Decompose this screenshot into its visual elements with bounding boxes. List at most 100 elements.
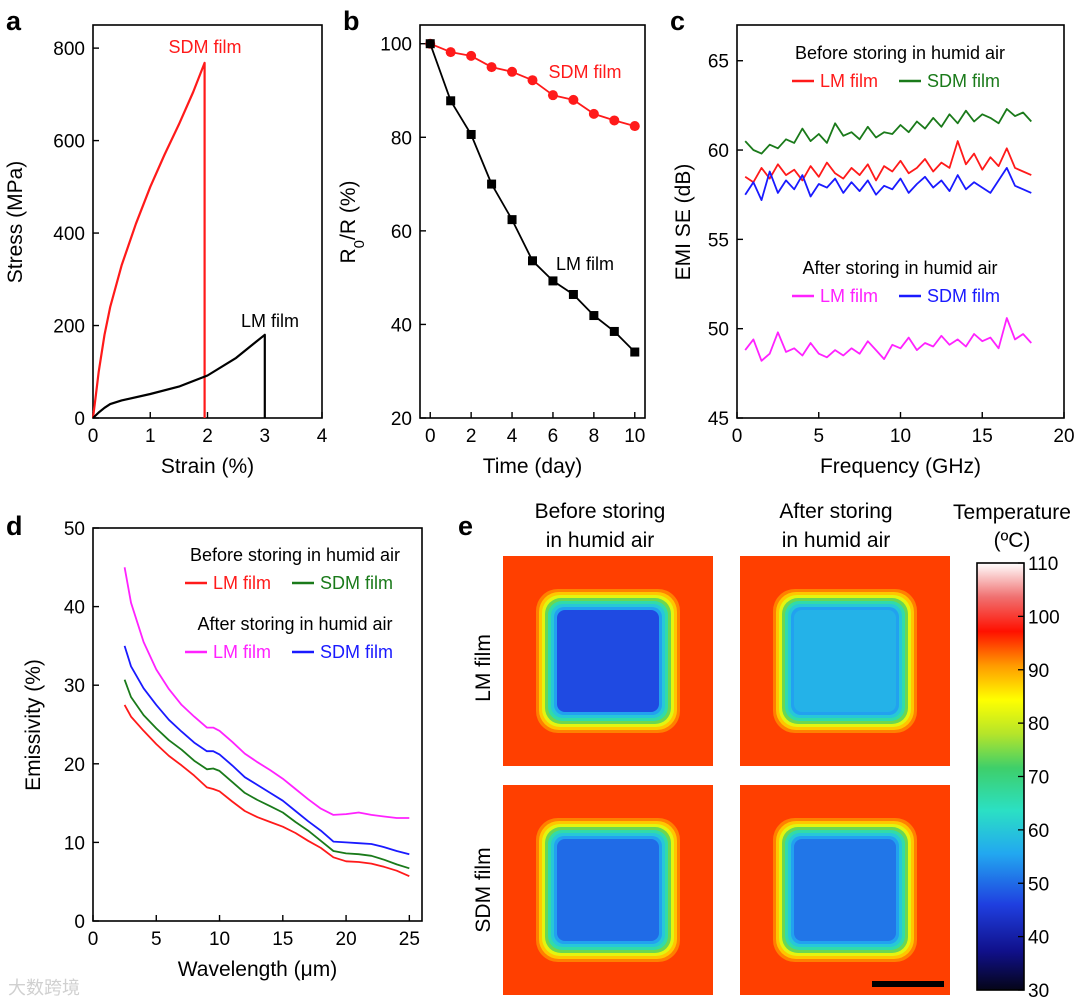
colorbar-title: Temperature [953, 501, 1071, 524]
series-line [744, 166, 1032, 202]
panel-b: 0 2 4 6 8 10 20 40 60 80 100 Time (day) R0/R (%) SDM … [337, 24, 646, 478]
y-tick-label: 30 [64, 676, 85, 697]
panel-label-b: b [343, 6, 360, 36]
thermal-region [794, 839, 896, 941]
legend-label: LM film [213, 573, 271, 593]
data-point [589, 311, 599, 321]
series-line [123, 567, 410, 819]
legend-label: SDM film [927, 71, 1000, 91]
series-line [744, 140, 1032, 184]
colorbar-tick-label: 90 [1028, 661, 1049, 682]
y-tick-label: 50 [708, 320, 729, 341]
y-tick-label: 200 [53, 317, 85, 338]
y-tick-label: 45 [708, 409, 729, 430]
plot-frame [92, 24, 323, 419]
series-line [123, 645, 410, 856]
y-tick-label: 20 [391, 409, 412, 430]
x-tick-label: 25 [399, 929, 420, 950]
row-label: LM film [472, 634, 495, 702]
colorbar-tick-label: 70 [1028, 768, 1049, 789]
x-axis-label: Time (day) [483, 455, 583, 478]
panel-d: 0 5 10 15 20 25 0 10 20 30 40 50 Wavelength (μm) Emis… [22, 519, 423, 981]
x-tick-label: 0 [88, 929, 99, 950]
data-point [609, 115, 620, 126]
data-point [466, 129, 476, 139]
legend-label: LM film [820, 286, 878, 306]
x-tick-label: 4 [317, 426, 328, 447]
y-axis-label: Stress (MPa) [4, 161, 27, 284]
y-tick-label: 800 [53, 39, 85, 60]
panel-label-c: c [670, 6, 685, 36]
x-tick-label: 10 [890, 426, 911, 447]
legend-label: SDM film [927, 286, 1000, 306]
x-tick-label: 15 [272, 929, 293, 950]
data-point [548, 276, 558, 286]
legend-title: Before storing in humid air [190, 545, 400, 565]
y-tick-label: 40 [391, 315, 412, 336]
x-axis-label: Strain (%) [161, 455, 254, 478]
data-point [487, 179, 497, 189]
series-label: SDM film [169, 37, 242, 57]
series-line [123, 679, 410, 870]
data-point [466, 50, 477, 61]
y-axis-label: Emissivity (%) [22, 659, 45, 791]
thermal-images-layer: Before storing in humid air After storing i… [472, 500, 1071, 1002]
plot-frame [92, 527, 423, 922]
y-tick-label: 400 [53, 224, 85, 245]
series-label: LM film [556, 254, 614, 274]
x-tick-label: 20 [1053, 426, 1074, 447]
legend-label: SDM film [320, 642, 393, 662]
data-point [547, 90, 558, 101]
legend-title: Before storing in humid air [795, 43, 1005, 63]
column-title: in humid air [546, 529, 655, 552]
x-axis-label: Wavelength (μm) [178, 958, 338, 981]
colorbar-tick-label: 110 [1028, 554, 1058, 575]
legend-label: LM film [820, 71, 878, 91]
y-tick-label: 0 [74, 409, 85, 430]
series-label: SDM film [549, 62, 622, 82]
x-tick-label: 0 [732, 426, 743, 447]
data-point [629, 121, 640, 132]
panel-label-d: d [6, 511, 23, 541]
panel-e: Before storing in humid air After storing i… [472, 500, 1071, 1002]
series-label: LM film [241, 311, 299, 331]
legend-label: LM film [213, 642, 271, 662]
y-tick-label: 65 [708, 52, 729, 73]
scale-bar [872, 981, 944, 987]
colorbar-tick-label: 40 [1028, 928, 1049, 949]
y-tick-label: 100 [380, 35, 412, 56]
data-point [445, 47, 456, 58]
series-line [744, 108, 1032, 155]
data-point [527, 75, 538, 86]
y-tick-label: 60 [708, 141, 729, 162]
data-point [507, 66, 518, 77]
colorbar [976, 562, 1025, 991]
x-tick-label: 20 [336, 929, 357, 950]
series-line [92, 333, 266, 419]
thermal-region [557, 839, 659, 941]
column-title: Before storing [535, 500, 666, 523]
colorbar-title: (ºC) [994, 529, 1031, 552]
legend-title: After storing in humid air [802, 258, 997, 278]
column-title: After storing [779, 500, 892, 523]
x-tick-label: 1 [145, 426, 156, 447]
data-point [609, 326, 619, 336]
legend-label: SDM film [320, 573, 393, 593]
x-tick-label: 5 [813, 426, 824, 447]
x-tick-label: 2 [466, 426, 477, 447]
data-point [568, 94, 579, 105]
y-tick-label: 10 [64, 833, 85, 854]
x-tick-label: 0 [425, 426, 436, 447]
legend-title: After storing in humid air [197, 614, 392, 634]
series-line [744, 317, 1032, 362]
x-tick-label: 6 [548, 426, 559, 447]
x-tick-label: 3 [259, 426, 270, 447]
x-tick-label: 10 [624, 426, 645, 447]
y-axis-label: R0/R (%) [337, 180, 368, 263]
thermal-region [794, 610, 896, 712]
panel-c: 0 5 10 15 20 45 50 55 60 65 Frequency (GHz) EMI SE … [672, 24, 1075, 478]
panel-label-a: a [6, 6, 22, 36]
column-title: in humid air [782, 529, 891, 552]
x-axis-label: Frequency (GHz) [820, 455, 981, 478]
